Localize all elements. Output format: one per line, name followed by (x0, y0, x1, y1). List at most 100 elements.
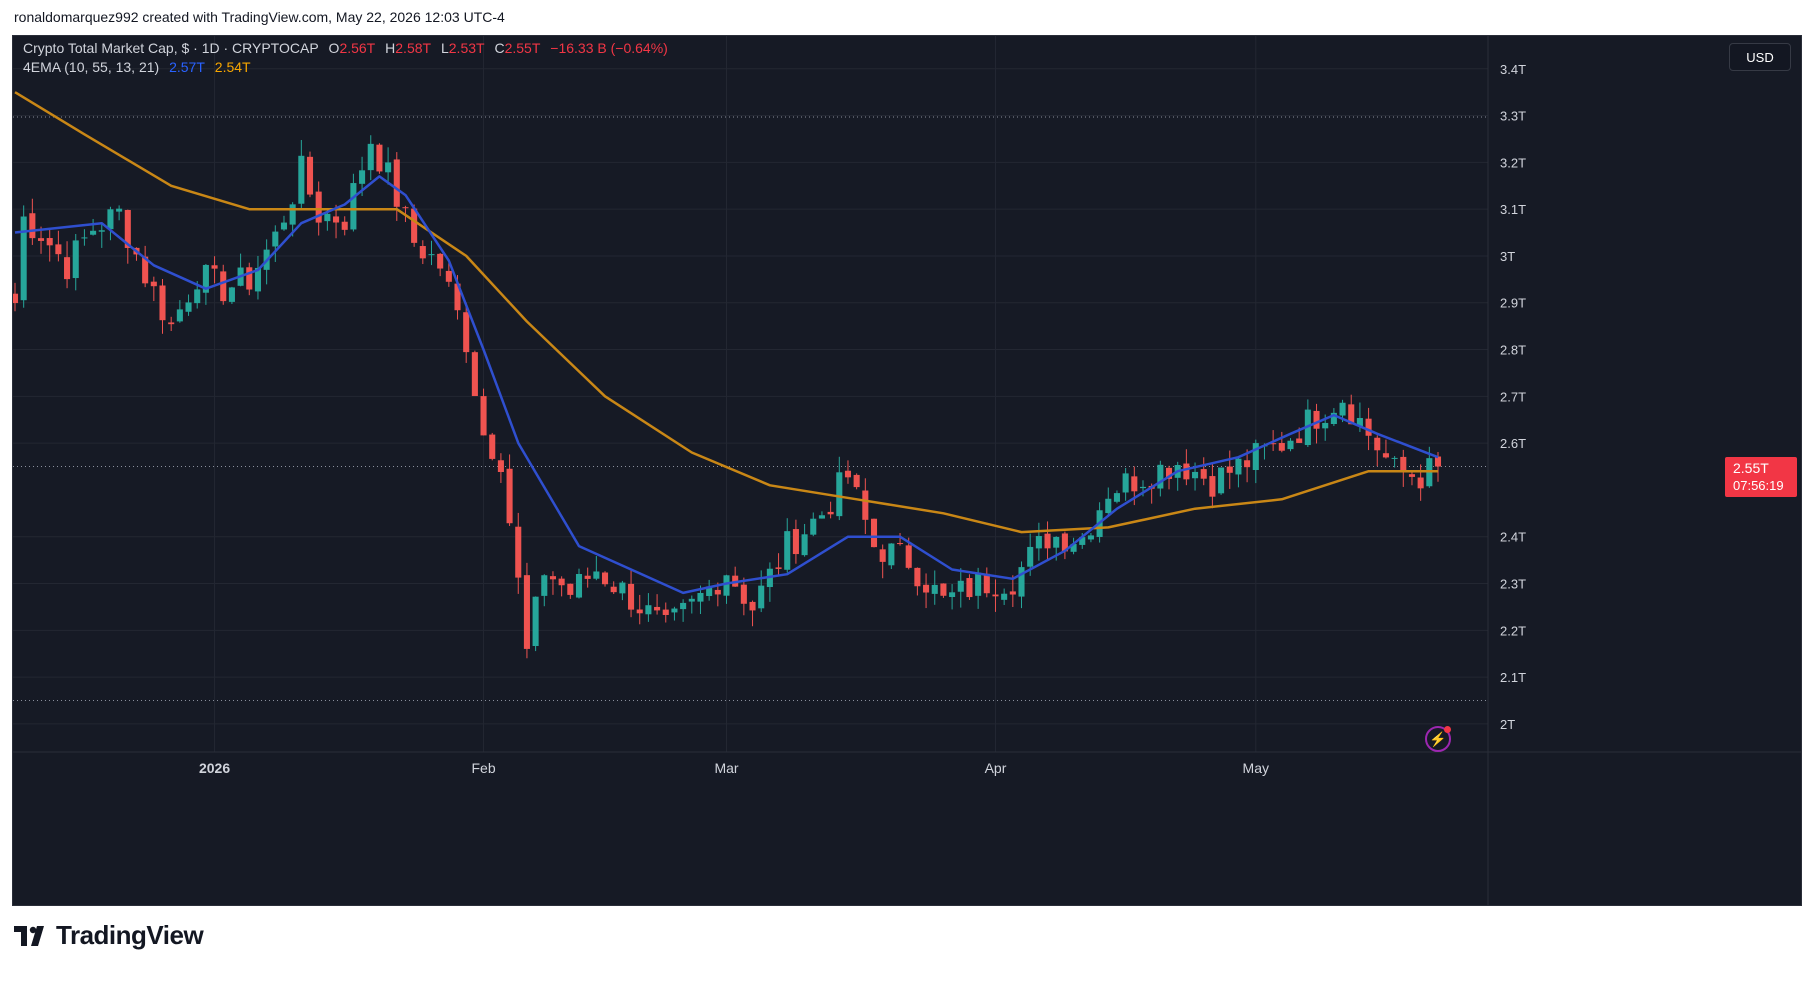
candle-body (549, 576, 557, 580)
candle-body (90, 230, 97, 235)
candle-body (706, 586, 713, 597)
candle-body (1226, 466, 1233, 473)
candle-body (298, 155, 305, 204)
indicator-legend[interactable]: 4EMA (10, 55, 13, 21) 2.57T 2.54T (23, 59, 257, 75)
change-value: −16.33 B (−0.64%) (550, 40, 668, 56)
candle-body (471, 352, 478, 397)
chart-panel[interactable]: 3.4T 3.3T 3.2T 3.1T 3T 2.9T 2.8T 2.7T 2.6T 2.4T 2.… (12, 35, 1802, 906)
candle-body (723, 575, 730, 596)
candle-body (497, 460, 504, 472)
candle-body (1400, 456, 1407, 472)
x-tick-label: May (1243, 760, 1269, 776)
candle-body (1374, 437, 1381, 451)
candle-body (376, 144, 383, 172)
ema-slow-line (14, 91, 1438, 534)
candle-body (1070, 543, 1077, 552)
chart-background (13, 36, 1801, 905)
candle-body (280, 222, 288, 230)
x-tick-label: Mar (714, 760, 738, 776)
candle-body (1209, 476, 1216, 497)
y-tick-label: 3T (1500, 249, 1515, 264)
close-label: C (494, 40, 505, 56)
candle-body (1035, 536, 1042, 549)
candle-body (749, 601, 756, 611)
candle-body (419, 246, 426, 259)
candle-body (1322, 422, 1329, 429)
candle-body (480, 396, 487, 436)
candle-body (367, 143, 374, 171)
candle-body (810, 518, 817, 535)
candle-body (211, 265, 218, 269)
candle-body (72, 240, 79, 279)
candle-body (966, 578, 973, 598)
candle-body (1192, 471, 1199, 479)
ema-fast-line (14, 175, 1439, 595)
candle-body (55, 244, 62, 255)
high-label: H (385, 40, 396, 56)
candle-body (879, 549, 886, 562)
candle-body (1105, 498, 1112, 514)
candle-body (654, 606, 661, 611)
y-tick-label: 3.1T (1500, 202, 1526, 217)
candle-body (931, 584, 938, 594)
y-tick-label: 2T (1500, 717, 1515, 732)
candle-body (610, 586, 617, 593)
last-price: 2.55T (1733, 459, 1769, 476)
candle-body (1365, 418, 1372, 436)
candle-body (1218, 467, 1225, 494)
ema-fast-value: 2.57T (169, 59, 205, 75)
close-value: 2.55T (504, 40, 541, 56)
candle-body (888, 543, 895, 566)
candle-body (541, 575, 548, 596)
last-price-tag: 2.55T 07:56:19 (1725, 456, 1797, 497)
candle-body (37, 238, 45, 241)
candle-body (645, 605, 652, 615)
candle-body (46, 238, 53, 246)
x-tick-label: 2026 (199, 760, 230, 776)
candle-body (801, 534, 808, 556)
candle-body (350, 183, 357, 230)
candle-body (601, 572, 609, 585)
candle-body (1408, 474, 1416, 477)
candle-body (567, 583, 574, 595)
candle-body (428, 254, 435, 256)
ohlc-legend: Crypto Total Market Cap, $ · 1D · CRYPTO… (23, 40, 674, 56)
candle-body (940, 583, 947, 596)
candle-body (1139, 486, 1147, 489)
candle-body (1165, 467, 1173, 479)
candle-body (870, 518, 878, 548)
candle-body (289, 204, 296, 225)
candle-body (29, 213, 36, 239)
price-chart[interactable]: 3.4T 3.3T 3.2T 3.1T 3T 2.9T 2.8T 2.7T 2.6T 2.4T 2.… (13, 36, 1802, 906)
candle-body (992, 594, 999, 597)
candle-body (1278, 443, 1285, 451)
candle-body (246, 267, 253, 290)
candle-body (341, 221, 348, 230)
candle-body (1001, 593, 1008, 600)
candle-body (515, 526, 522, 578)
candle-body (142, 256, 149, 284)
candle-body (116, 208, 123, 212)
candle-body (185, 302, 192, 312)
candle-body (688, 598, 695, 602)
candle-body (1079, 537, 1086, 545)
bar-countdown: 07:56:19 (1733, 477, 1784, 493)
low-value: 2.53T (448, 40, 485, 56)
candle-body (671, 608, 678, 613)
logo-text: TradingView (56, 920, 204, 950)
candle-body (81, 237, 88, 239)
candle-body (107, 209, 114, 230)
candle-body (64, 257, 71, 280)
candle-body (1287, 440, 1294, 450)
candle-body (914, 567, 921, 587)
candle-body (1313, 410, 1320, 429)
candle-body (532, 596, 539, 647)
candle-body (1339, 402, 1346, 416)
candle-body (411, 208, 418, 243)
candle-body (194, 289, 201, 304)
y-tick-label: 2.6T (1500, 436, 1526, 451)
candle-body (1113, 493, 1120, 502)
currency-button[interactable]: USD (1729, 43, 1791, 71)
lightning-icon[interactable]: ⚡ (1425, 726, 1451, 752)
candle-body (1235, 458, 1242, 475)
